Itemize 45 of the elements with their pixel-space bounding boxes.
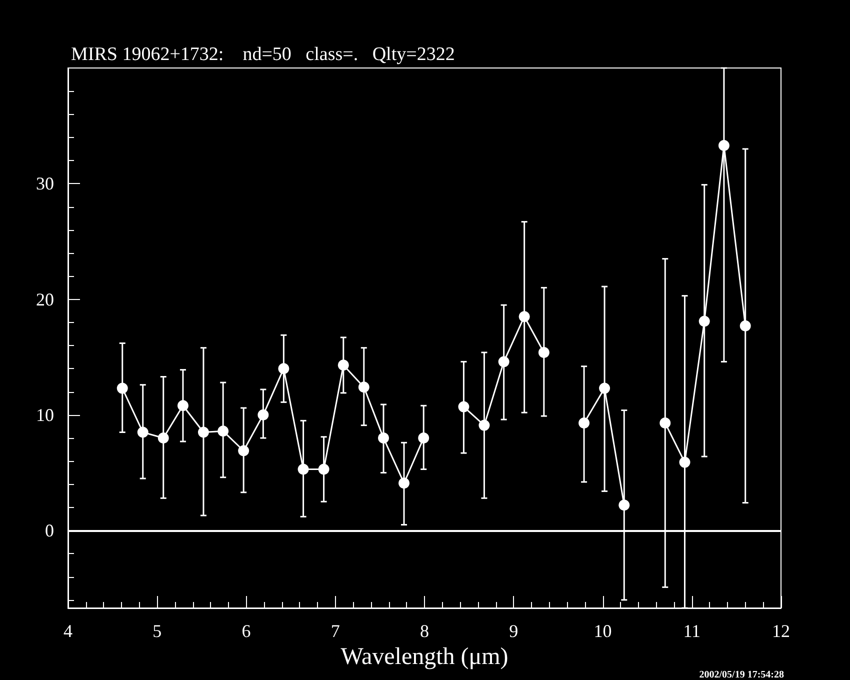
x-tick-label: 10 [594, 621, 612, 641]
point [498, 356, 510, 368]
point [478, 420, 490, 431]
y-tick-label: 30 [36, 174, 54, 194]
point [177, 400, 188, 412]
point [238, 445, 250, 456]
text: 2002/05/19 17:54:28 [699, 670, 784, 680]
point [660, 417, 671, 428]
point [718, 140, 730, 151]
point [538, 346, 550, 358]
point [198, 426, 209, 438]
x-tick-label: 4 [64, 621, 72, 641]
point [116, 382, 128, 394]
point [278, 363, 290, 374]
y-tick-label: 10 [36, 404, 54, 425]
x-tick-label: 7 [330, 621, 340, 641]
point [458, 401, 470, 412]
y-tick-label: 20 [36, 289, 54, 310]
point [137, 426, 148, 438]
point [578, 417, 590, 428]
x-tick-label: 11 [683, 621, 701, 641]
point [679, 456, 690, 468]
point [358, 382, 370, 393]
point [298, 464, 309, 475]
point [418, 432, 430, 444]
point [698, 316, 710, 327]
point [258, 409, 269, 420]
x-tick-label: 12 [772, 621, 790, 641]
x-tick-label: 6 [242, 621, 251, 641]
point [518, 311, 530, 322]
point [398, 478, 410, 489]
point [378, 432, 390, 444]
y-tick-label: 0 [45, 520, 54, 541]
chart-title: MIRS 19062+1732: nd=50 class=. Qlty=2322 [71, 44, 455, 65]
point [618, 500, 630, 511]
point [740, 320, 751, 332]
x-tick-label: 9 [509, 621, 518, 641]
x-axis-title: Wavelength (μm) [340, 644, 508, 670]
point [338, 360, 349, 371]
point [599, 382, 610, 394]
point [318, 464, 330, 475]
x-tick-label: 5 [152, 621, 162, 641]
point [218, 426, 229, 437]
point [158, 432, 169, 444]
x-tick-label: 8 [420, 621, 429, 641]
